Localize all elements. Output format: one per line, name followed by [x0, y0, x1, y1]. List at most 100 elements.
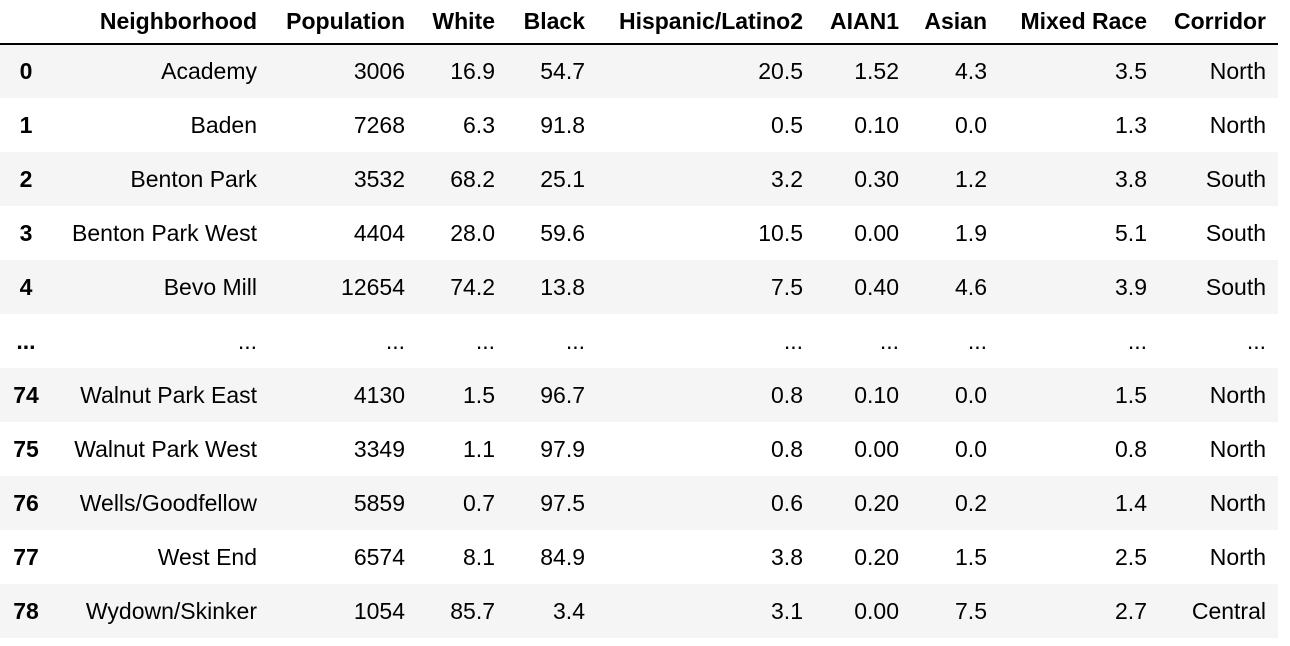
table-cell: ...: [237, 327, 257, 354]
table-cell: 4.3: [955, 58, 987, 84]
table-cell: North: [1209, 111, 1266, 138]
table-row: 2 Benton Park 3532 68.2 25.1 3.2 0.30 1.2 3.8 Sou…: [0, 152, 1278, 206]
table-cell: 4130: [353, 381, 405, 408]
table-cell: 1.52: [854, 58, 899, 84]
table-cell: 2.5: [1115, 543, 1147, 570]
table-cell: 84.9: [540, 543, 585, 570]
table-row: 0 Academy 3006 16.9 54.7 20.5 1.52 4.3 3.5 North: [0, 44, 1278, 98]
table-cell: 5.1: [1115, 219, 1147, 246]
table-cell: 0.6: [771, 489, 803, 516]
table-cell: North: [1209, 58, 1266, 84]
table-row: 4 Bevo Mill 12654 74.2 13.8 7.5 0.40 4.6 3.9 Sout…: [0, 260, 1278, 314]
table-cell: Academy: [161, 58, 257, 84]
row-index: 0: [19, 58, 33, 84]
table-cell: Baden: [190, 111, 257, 138]
table-cell: Walnut Park East: [80, 381, 257, 408]
table-cell: 4404: [353, 219, 405, 246]
table-cell: 97.9: [540, 435, 585, 462]
table-header: Neighborhood Population White Black Hispanic…: [0, 0, 1278, 45]
table-cell: 0.7: [463, 489, 495, 516]
table-cell: 0.00: [854, 435, 899, 462]
table-cell: 6574: [353, 543, 405, 570]
column-header: Hispanic/Latino2: [597, 0, 815, 45]
table-cell: 1.5: [1115, 381, 1147, 408]
table-cell: 1.4: [1115, 489, 1147, 516]
row-index: 2: [19, 165, 33, 192]
table-cell: 0.0: [955, 111, 987, 138]
row-index: ...: [16, 327, 36, 354]
column-header: Neighborhood: [52, 0, 269, 45]
table-cell: 13.8: [540, 273, 585, 300]
table-cell: West End: [157, 543, 257, 570]
table-cell: ...: [1127, 327, 1147, 354]
column-header: Black: [507, 0, 597, 45]
table-cell: ...: [967, 327, 987, 354]
row-index: 76: [13, 489, 39, 516]
column-header: Population: [269, 0, 417, 45]
table-cell: 54.7: [540, 58, 585, 84]
table-cell: 0.20: [854, 543, 899, 570]
table-cell: 1.5: [955, 543, 987, 570]
table-cell: 0.2: [955, 489, 987, 516]
table-cell: South: [1205, 219, 1266, 246]
table-cell: Benton Park West: [72, 219, 257, 246]
table-cell: ...: [1246, 327, 1266, 354]
table-row: 78 Wydown/Skinker 1054 85.7 3.4 3.1 0.00 7.5 2.7…: [0, 584, 1278, 638]
index-header: [0, 0, 52, 45]
table-cell: 1.1: [463, 435, 495, 462]
table-row: 3 Benton Park West 4404 28.0 59.6 10.5 0.00 1.9…: [0, 206, 1278, 260]
table-cell: 3532: [353, 165, 405, 192]
row-index: 3: [19, 219, 33, 246]
table-row: 1 Baden 7268 6.3 91.8 0.5 0.10 0.0 1.3 North: [0, 98, 1278, 152]
table-cell: Central: [1191, 597, 1266, 624]
table-cell: South: [1205, 165, 1266, 192]
row-index: 77: [13, 543, 39, 570]
table-cell: North: [1209, 543, 1266, 570]
table-cell: 74.2: [450, 273, 495, 300]
table-cell: 1.9: [955, 219, 987, 246]
row-index: 4: [19, 273, 33, 300]
table-row: 76 Wells/Goodfellow 5859 0.7 97.5 0.6 0.20 0.2 1…: [0, 476, 1278, 530]
table-cell: Wydown/Skinker: [85, 597, 257, 624]
table-cell: ...: [385, 327, 405, 354]
table-cell: Wells/Goodfellow: [79, 489, 257, 516]
table-cell: 91.8: [540, 111, 585, 138]
table-cell: 20.5: [758, 58, 803, 84]
column-header: Corridor: [1159, 0, 1278, 45]
table-cell: 3349: [353, 435, 405, 462]
table-cell: 2.7: [1115, 597, 1147, 624]
table-cell: 3.1: [771, 597, 803, 624]
table-cell: 6.3: [463, 111, 495, 138]
table-cell: 0.20: [854, 489, 899, 516]
table-cell: 0.0: [955, 381, 987, 408]
table-cell: 0.8: [1115, 435, 1147, 462]
table-cell: 0.10: [854, 111, 899, 138]
table-cell: North: [1209, 435, 1266, 462]
table-cell: 1.2: [955, 165, 987, 192]
table-cell: North: [1209, 381, 1266, 408]
table-cell: ...: [783, 327, 803, 354]
row-index: 1: [19, 111, 33, 138]
table-cell: 85.7: [450, 597, 495, 624]
table-cell: 8.1: [463, 543, 495, 570]
table-cell: 0.40: [854, 273, 899, 300]
column-header: Mixed Race: [999, 0, 1159, 45]
table-cell: 1.5: [463, 381, 495, 408]
table-cell: 0.00: [854, 597, 899, 624]
table-cell: 3.2: [771, 165, 803, 192]
table-cell: 12654: [341, 273, 405, 300]
column-header: Asian: [911, 0, 999, 45]
table-cell: 3.8: [771, 543, 803, 570]
table-cell: ...: [879, 327, 899, 354]
table-cell: 0.8: [771, 435, 803, 462]
column-header: White: [417, 0, 507, 45]
table-cell: 3.5: [1115, 58, 1147, 84]
table-cell: 4.6: [955, 273, 987, 300]
table-cell: 0.00: [854, 219, 899, 246]
table-cell: 7.5: [955, 597, 987, 624]
table-cell: ...: [565, 327, 585, 354]
table-cell: Walnut Park West: [74, 435, 257, 462]
table-cell: 16.9: [450, 58, 495, 84]
table-cell: 97.5: [540, 489, 585, 516]
